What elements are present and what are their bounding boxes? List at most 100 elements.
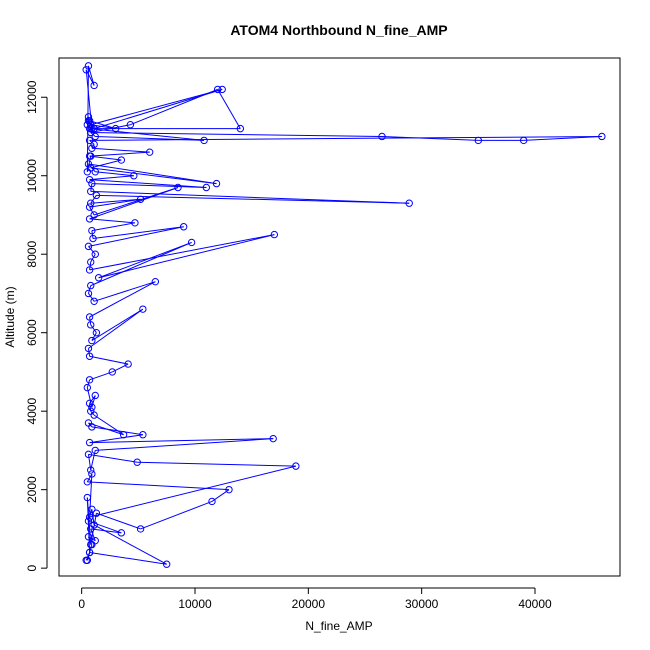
- series-segment: [88, 226, 184, 247]
- series-segment: [89, 261, 92, 270]
- data-point: [85, 124, 94, 133]
- data-point: [378, 132, 386, 141]
- series-segment: [90, 198, 141, 204]
- series-segment: [90, 195, 97, 204]
- series-segment: [95, 438, 274, 451]
- data-point: [519, 136, 528, 145]
- data-point: [90, 140, 98, 149]
- plot-frame: [58, 57, 621, 577]
- series-segment: [88, 453, 138, 463]
- data-point: [88, 179, 96, 188]
- data-point: [405, 199, 413, 207]
- series-segment: [86, 65, 89, 172]
- data-point: [85, 117, 94, 125]
- data-point: [598, 132, 606, 141]
- data-point: [84, 533, 93, 541]
- series-segment: [90, 159, 122, 169]
- data-point: [84, 62, 93, 70]
- data-point: [83, 121, 92, 129]
- data-point: [145, 148, 154, 156]
- data-point: [85, 136, 94, 145]
- data-point: [292, 462, 300, 470]
- data-point: [85, 215, 94, 223]
- series-segment: [89, 465, 296, 518]
- series-segment: [88, 308, 144, 349]
- data-point: [117, 156, 126, 164]
- data-point: [88, 144, 96, 152]
- series-segment: [92, 226, 184, 240]
- data-point: [84, 289, 93, 298]
- series-segment: [86, 473, 93, 483]
- series-segment: [89, 120, 116, 130]
- data-point: [85, 203, 94, 211]
- data-point: [84, 517, 93, 525]
- data-point: [85, 376, 94, 384]
- data-point: [174, 183, 182, 192]
- data-point: [139, 431, 147, 439]
- data-point: [85, 352, 94, 360]
- series-segment: [98, 241, 192, 279]
- series-segment: [90, 183, 93, 192]
- data-point: [91, 446, 99, 455]
- data-point: [85, 513, 94, 521]
- data-point: [111, 124, 120, 133]
- data-point: [88, 336, 96, 345]
- series-segment: [89, 355, 129, 365]
- data-point: [83, 168, 92, 176]
- data-point: [83, 478, 92, 486]
- series-segment: [89, 151, 150, 157]
- data-point: [130, 172, 138, 180]
- data-point: [85, 175, 94, 184]
- data-point: [92, 191, 101, 200]
- series-segment: [89, 218, 135, 224]
- y-tick-label: 4000: [25, 398, 39, 425]
- series-segment: [137, 461, 296, 467]
- data-point: [124, 360, 132, 368]
- series-segment: [140, 500, 213, 530]
- data-point: [187, 238, 196, 247]
- data-point: [218, 85, 226, 94]
- x-tick-label: 30000: [405, 597, 439, 611]
- data-point: [87, 152, 95, 160]
- series-segment: [98, 234, 275, 279]
- data-point: [91, 132, 99, 141]
- data-point: [202, 183, 211, 192]
- data-point: [108, 368, 116, 376]
- data-point: [87, 407, 95, 415]
- series-segment: [89, 371, 113, 381]
- data-point: [83, 493, 92, 502]
- data-point: [94, 274, 103, 282]
- series-segment: [89, 155, 122, 161]
- series-segment: [88, 293, 95, 302]
- series-segment: [89, 198, 141, 208]
- data-point: [119, 431, 128, 439]
- y-tick-label: 0: [25, 564, 39, 571]
- data-point: [87, 466, 95, 474]
- x-tick-label: 10000: [178, 597, 212, 611]
- series-segment: [87, 454, 92, 471]
- x-axis: 0 10000 20000 30000 40000: [78, 587, 552, 611]
- data-point: [87, 540, 95, 549]
- data-point: [87, 281, 95, 290]
- series-segment: [87, 285, 92, 294]
- series-segment: [87, 348, 91, 357]
- x-tick-label: 0: [78, 597, 85, 611]
- data-point: [236, 124, 245, 133]
- series-segment: [91, 147, 150, 153]
- series-segment: [89, 438, 274, 444]
- data-point: [474, 136, 483, 145]
- series-segment: [88, 163, 217, 185]
- data-point: [85, 548, 94, 557]
- series-segment: [217, 89, 241, 129]
- series-segment: [523, 135, 602, 141]
- data-point: [87, 121, 95, 129]
- data-point: [88, 403, 96, 411]
- data-point: [269, 434, 277, 443]
- data-point: [88, 505, 96, 513]
- data-point: [92, 509, 101, 517]
- chart-title: ATOM4 Northbound N_fine_AMP: [230, 22, 447, 38]
- series-segment: [91, 308, 144, 341]
- series-segment: [86, 497, 92, 545]
- series-segment: [112, 363, 129, 373]
- data-point: [89, 234, 97, 243]
